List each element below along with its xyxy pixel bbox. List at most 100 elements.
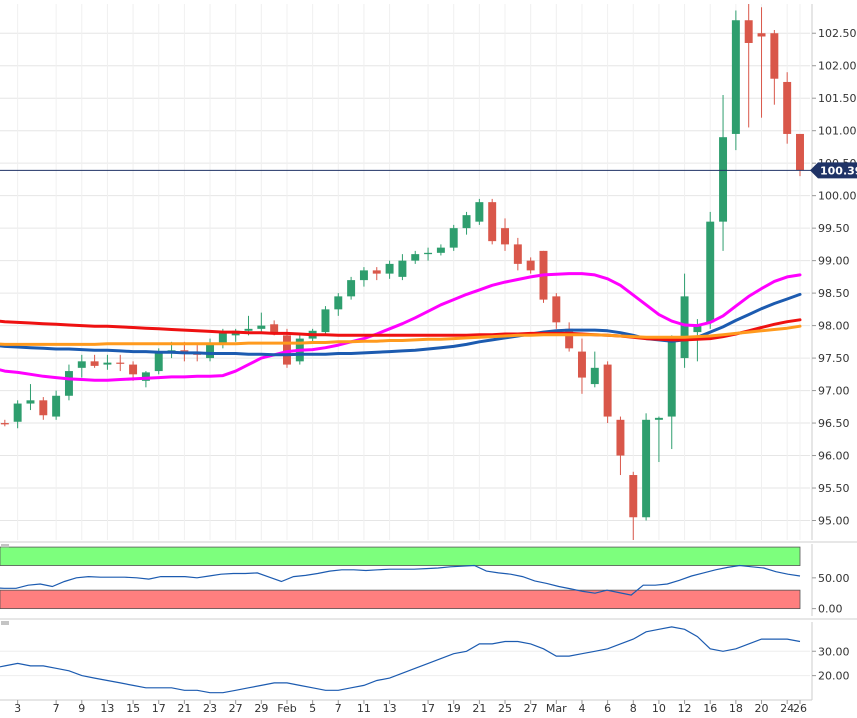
date-tick-label: Mar [546, 702, 567, 715]
date-tick-label: 4 [578, 702, 585, 715]
price-tick-label: 102.50 [818, 27, 857, 40]
candle-body [565, 328, 574, 349]
price-tick-label: 95.50 [818, 482, 850, 495]
moving-averages [0, 272, 802, 382]
rsi-band [0, 589, 801, 610]
candle-body [116, 362, 125, 364]
price-tick-label: 96.00 [818, 450, 850, 463]
date-tick-label: 25 [498, 702, 512, 715]
date-axis: Jan 3 7 9 13 15 17 21 23 27 29 Feb 5 7 11 13 17 19 21 25 27 M… [0, 699, 812, 715]
date-tick-label: 13 [100, 702, 114, 715]
date-tick-label: 24 [780, 702, 794, 715]
candle-body [0, 423, 9, 425]
main-grid [0, 4, 810, 540]
price-tick-label: 101.00 [818, 125, 857, 138]
candle-body [526, 260, 535, 271]
date-tick-label: 13 [383, 702, 397, 715]
candle-body [706, 221, 715, 323]
candle-body [629, 475, 638, 518]
candle-body [462, 215, 471, 229]
candle-body [77, 361, 86, 368]
candle-body [206, 343, 215, 359]
price-tick-label: 96.50 [818, 417, 850, 430]
panel-frames [0, 541, 857, 625]
moving-average-line [0, 324, 802, 346]
candle-body [488, 202, 497, 242]
candle-body [642, 419, 651, 518]
candle-body [424, 252, 433, 255]
candle-body [719, 137, 728, 222]
candle-body [577, 351, 586, 378]
date-tick-label: 23 [203, 702, 217, 715]
candle-body [680, 296, 689, 359]
candle-body [616, 419, 625, 456]
date-tick-label: 21 [177, 702, 191, 715]
rsi-panel: 50.00 0.00 [0, 544, 850, 616]
date-tick-label: 20 [755, 702, 769, 715]
candle-body [90, 361, 99, 366]
date-tick-label: 3 [14, 702, 21, 715]
candle-body [436, 247, 445, 253]
candle-body [13, 403, 22, 422]
last-price-label: 100.39 [820, 164, 857, 177]
candle-body [257, 325, 266, 329]
rsi-line [0, 564, 801, 596]
adx-panel: 30.00 20.00 [0, 622, 850, 700]
candle-body [731, 20, 740, 134]
candle-body [283, 335, 291, 365]
date-tick-label: 5 [309, 702, 316, 715]
candle-body [603, 364, 612, 417]
rsi-band [0, 546, 801, 566]
adx-line [0, 626, 801, 694]
last-price-tag [810, 162, 857, 179]
price-tick-label: 97.50 [818, 352, 850, 365]
candle-body [590, 367, 599, 385]
date-tick-label: 6 [604, 702, 611, 715]
candle-body [218, 332, 227, 344]
candle-body [667, 338, 676, 417]
price-tick-label: 102.00 [818, 60, 857, 73]
price-tick-label: 95.00 [818, 515, 850, 528]
candle-body [552, 296, 561, 323]
date-tick-label: 8 [630, 702, 637, 715]
candle-body [52, 395, 61, 417]
candle-body [398, 260, 407, 277]
candlesticks [0, 4, 804, 540]
price-tick-label: 100.00 [818, 190, 857, 203]
date-tick-label: 29 [254, 702, 268, 715]
candle-body [385, 263, 394, 274]
candle-body [796, 133, 804, 171]
candle-body [141, 372, 150, 381]
date-tick-label: 18 [729, 702, 743, 715]
adx-tick-label: 20.00 [818, 670, 850, 683]
candle-body [26, 400, 35, 404]
date-tick-label: Jan [0, 702, 1, 715]
candle-body [64, 371, 73, 396]
candle-body [334, 296, 343, 310]
candle-body [359, 270, 368, 281]
candle-body [154, 351, 163, 372]
candle-body [757, 33, 766, 37]
candle-body [501, 228, 509, 245]
candle-body [693, 325, 702, 333]
date-tick-label: 17 [152, 702, 166, 715]
candle-body [270, 324, 279, 334]
adx-tick-label: 30.00 [818, 645, 850, 658]
rsi-tick-label: 0.00 [818, 603, 843, 616]
candle-body [321, 309, 330, 333]
candle-body [744, 20, 753, 43]
candle-body [39, 400, 48, 416]
date-tick-label: 27 [524, 702, 538, 715]
date-tick-label: 9 [78, 702, 85, 715]
date-tick-label: 19 [447, 702, 461, 715]
date-tick-label: 26 [793, 702, 807, 715]
price-tick-label: 97.00 [818, 385, 850, 398]
candle-body [180, 350, 189, 352]
date-tick-label: 12 [678, 702, 692, 715]
price-tick-label: 99.50 [818, 222, 850, 235]
date-tick-label: 16 [703, 702, 717, 715]
candle-body [513, 244, 522, 264]
candle-body [372, 270, 381, 274]
candle-body [654, 417, 663, 420]
